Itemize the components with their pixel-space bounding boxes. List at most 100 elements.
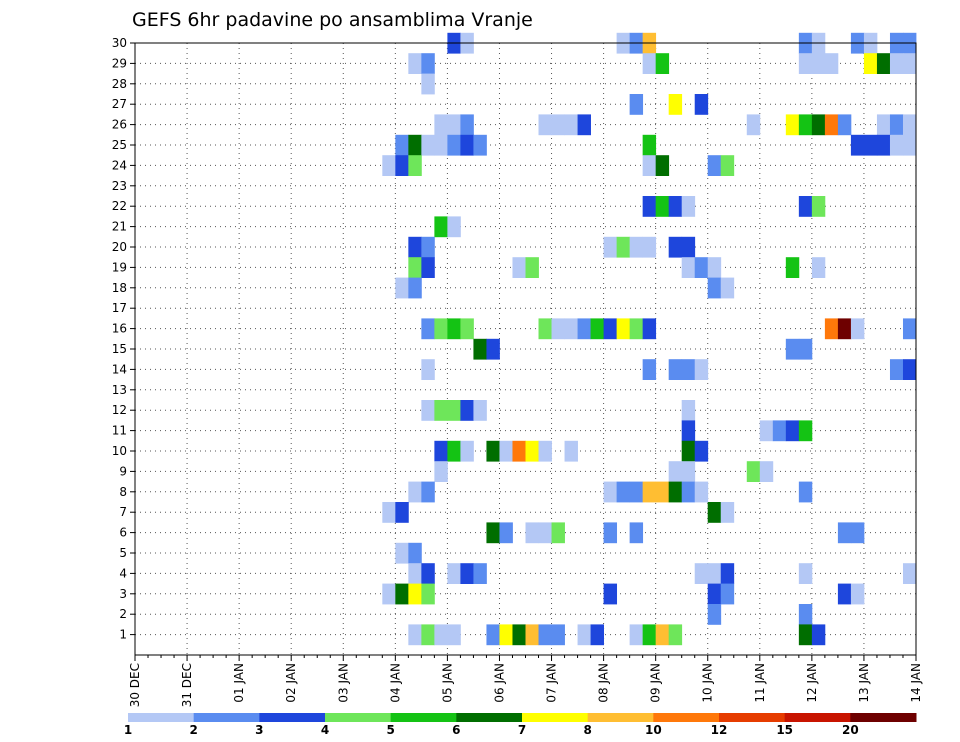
data-cell [551,318,565,340]
data-cell [746,461,761,482]
x-tick-label: 31 DEC [180,663,194,707]
data-cell [499,522,513,544]
data-cell [876,53,891,74]
colorbar-label: 15 [776,723,793,737]
colorbar-label: 7 [518,723,526,737]
x-tick-label: 04 JAN [388,663,402,703]
data-cell [681,236,696,258]
data-cell [889,53,904,74]
data-cell [408,481,422,503]
y-tick-label: 30 [112,36,127,50]
data-cell [603,583,618,605]
data-cell [538,318,552,340]
colorbar-label: 10 [645,723,662,737]
y-tick-label: 5 [119,546,127,560]
data-cell [798,338,813,360]
data-cell [486,624,500,646]
colorbar-label: 1 [124,723,132,737]
data-cell [512,440,526,462]
data-cell [564,114,578,136]
data-cell [382,583,396,605]
data-cell [837,583,852,605]
data-cell [434,318,448,340]
data-cell [434,461,448,482]
data-cell [694,94,709,115]
data-cell [460,440,474,462]
colorbar-label: 4 [321,723,329,737]
data-cell [590,624,604,646]
data-cell [434,624,448,646]
x-tick-label: 05 JAN [440,663,454,703]
data-cell [798,481,813,503]
data-cell [798,53,813,74]
data-cell [707,155,722,176]
data-cell [564,440,578,462]
data-cell [642,134,657,156]
data-cell [486,440,500,462]
data-cell [655,155,670,176]
data-cell [798,624,813,646]
data-cell [694,440,709,462]
data-cell [720,502,735,523]
data-cell [785,114,800,136]
data-cell [603,318,618,340]
data-cell [798,114,813,136]
colorbar-segment [587,713,654,722]
y-tick-label: 14 [112,362,127,376]
data-cell [746,114,761,136]
data-cell [408,155,422,176]
data-cell [668,624,683,646]
y-tick-label: 8 [119,485,127,499]
colorbar-segment [259,713,326,722]
data-cell [408,236,422,258]
data-cell [473,563,487,584]
data-cells [382,32,917,646]
data-cell [538,624,552,646]
data-cell [694,481,709,503]
data-cell [707,502,722,523]
data-cell [850,522,865,544]
data-cell [473,338,487,360]
data-cell [902,359,917,380]
x-tick-label: 09 JAN [649,663,663,703]
colorbar-segment [850,713,917,722]
data-cell [447,400,461,421]
grid-lines [135,42,916,655]
data-cell [642,196,657,217]
y-tick-label: 2 [119,607,127,621]
data-cell [720,155,735,176]
data-cell [668,236,683,258]
data-cell [876,134,891,156]
data-cell [785,338,800,360]
data-cell [772,420,787,442]
data-cell [642,155,657,176]
colorbar-label: 2 [189,723,197,737]
data-cell [434,114,448,136]
y-tick-label: 20 [112,240,127,254]
data-cell [395,583,409,605]
data-cell [408,542,422,564]
data-cell [850,318,865,340]
x-tick-label: 02 JAN [284,663,298,703]
data-cell [798,604,813,625]
data-cell [811,196,826,217]
data-cell [889,134,904,156]
colorbar-segment [456,713,523,722]
y-axis: 3029282726252423222120191817161514131211… [112,36,135,642]
colorbar-segment [128,713,195,722]
data-cell [681,257,696,278]
data-cell [824,114,839,136]
data-cell [434,400,448,421]
y-tick-label: 27 [112,97,127,111]
data-cell [889,114,904,136]
data-cell [616,481,631,503]
data-cell [707,583,722,605]
data-cell [681,440,696,462]
data-cell [395,542,409,564]
data-cell [447,216,461,238]
y-tick-label: 18 [112,281,127,295]
data-cell [681,481,696,503]
data-cell [408,257,422,278]
data-cell [681,461,696,482]
y-tick-label: 15 [112,342,127,356]
